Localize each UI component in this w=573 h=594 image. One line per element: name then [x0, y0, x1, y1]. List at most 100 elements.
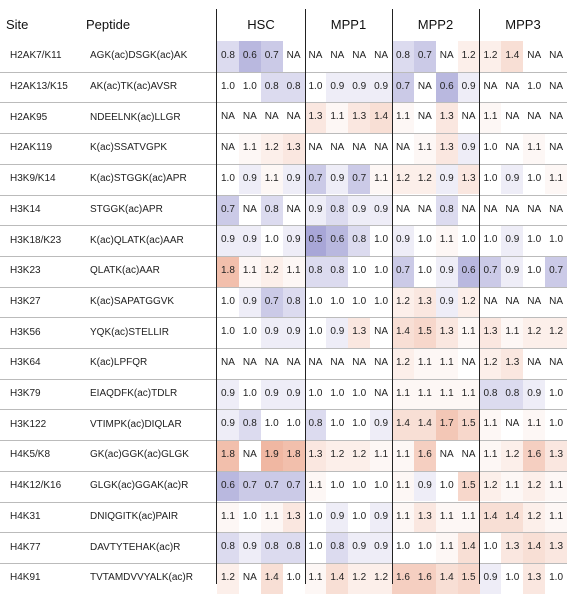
- heatmap-cell: 1.2: [348, 440, 371, 471]
- heatmap-cell: 1.0: [523, 163, 546, 195]
- heatmap-cell: 1.0: [457, 225, 480, 256]
- heatmap-cell: 1.1: [260, 501, 283, 533]
- heatmap-cell: NA: [501, 71, 524, 103]
- heatmap-cell: 1.3: [523, 562, 546, 594]
- heatmap-cell: NA: [348, 348, 371, 379]
- heatmap-cell: 1.0: [217, 317, 239, 348]
- heatmap-cell: 1.8: [217, 255, 239, 287]
- heatmap-cell: 1.0: [523, 71, 546, 103]
- row-divider: [0, 194, 567, 196]
- heatmap-cell: 1.1: [435, 532, 458, 563]
- heatmap-cell: 0.6: [238, 41, 261, 72]
- row-peptide: K(ac)SAPATGGVK: [90, 295, 175, 307]
- heatmap-cell: 0.8: [304, 255, 327, 287]
- heatmap-cell: 0.9: [282, 378, 305, 410]
- heatmap-cell: 1.1: [326, 102, 349, 134]
- heatmap-cell: NA: [501, 133, 524, 164]
- row-divider: [0, 532, 567, 534]
- heatmap-cell: NA: [304, 133, 327, 164]
- heatmap-cell: 1.1: [392, 440, 414, 471]
- heatmap-cell: 0.8: [260, 71, 283, 103]
- heatmap-cell: 0.9: [392, 225, 414, 256]
- heatmap-cell: 1.0: [413, 255, 436, 287]
- heatmap-cell: 1.1: [392, 501, 414, 533]
- heatmap-cell: NA: [217, 348, 239, 379]
- heatmap-cell: 1.1: [413, 348, 436, 379]
- heatmap-cell: 1.0: [479, 133, 502, 164]
- header-mpp2: MPP2: [417, 17, 454, 32]
- heatmap-cell: 1.0: [282, 562, 305, 594]
- heatmap-cell: 0.9: [501, 225, 524, 256]
- heatmap-cell: 1.4: [501, 41, 524, 72]
- heatmap-cell: 1.0: [217, 163, 239, 195]
- row-peptide: NDEELNK(ac)LLGR: [90, 111, 181, 123]
- heatmap-cell: 0.9: [217, 409, 239, 441]
- heatmap-cell: 1.3: [457, 163, 480, 195]
- heatmap-cell: 1.6: [413, 440, 436, 471]
- heatmap-cell: 0.9: [370, 194, 392, 226]
- row-divider: [0, 501, 567, 503]
- heatmap-cell: 0.8: [326, 532, 349, 563]
- heatmap-cell: 1.1: [435, 501, 458, 533]
- row-site: H4K5/K8: [10, 449, 51, 461]
- heatmap-cell: 0.8: [479, 378, 502, 410]
- heatmap-cell: 1.0: [304, 286, 327, 318]
- heatmap-cell: 0.9: [326, 163, 349, 195]
- heatmap-cell: 1.1: [545, 470, 567, 502]
- heatmap-cell: 0.7: [260, 41, 283, 72]
- heatmap-cell: 1.1: [435, 225, 458, 256]
- heatmap-cell: 1.0: [370, 286, 392, 318]
- heatmap-cell: 1.4: [523, 532, 546, 563]
- row-site: H4K77: [10, 541, 41, 553]
- heatmap-cell: 1.1: [457, 378, 480, 410]
- row-site: H3K14: [10, 203, 41, 215]
- heatmap-cell: NA: [217, 102, 239, 134]
- heatmap-cell: 0.9: [326, 71, 349, 103]
- row-divider: [0, 409, 567, 411]
- heatmap-cell: NA: [457, 194, 480, 226]
- heatmap-cell: 1.2: [457, 41, 480, 72]
- heatmap-cell: 1.4: [479, 501, 502, 533]
- heatmap-cell: 1.1: [370, 440, 392, 471]
- row-peptide: DAVTYTEHAK(ac)R: [90, 541, 181, 553]
- heatmap-cell: 1.0: [282, 409, 305, 441]
- heatmap-cell: 1.2: [523, 317, 546, 348]
- heatmap-cell: 1.3: [435, 317, 458, 348]
- heatmap-cell: 0.8: [238, 409, 261, 441]
- heatmap-cell: 1.3: [435, 133, 458, 164]
- heatmap-cell: 1.5: [413, 317, 436, 348]
- heatmap-cell: 1.0: [370, 225, 392, 256]
- heatmap-cell: 1.0: [348, 286, 371, 318]
- heatmap-cell: NA: [370, 348, 392, 379]
- heatmap-cell: 1.3: [501, 348, 524, 379]
- row-divider: [0, 133, 567, 135]
- row-site: H4K12/K16: [10, 480, 62, 492]
- heatmap-cell: 0.9: [238, 225, 261, 256]
- heatmap-cell: NA: [435, 41, 458, 72]
- row-peptide: K(ac)STGGK(ac)APR: [90, 173, 187, 185]
- row-site: H3K122: [10, 418, 47, 430]
- heatmap-cell: NA: [545, 102, 567, 134]
- heatmap-cell: 0.6: [457, 255, 480, 287]
- heatmap-cell: 0.8: [282, 532, 305, 563]
- heatmap-cell: 0.7: [217, 194, 239, 226]
- heatmap-cell: 1.0: [523, 225, 546, 256]
- heatmap-cell: NA: [238, 194, 261, 226]
- heatmap-cell: 0.7: [392, 255, 414, 287]
- heatmap-cell: NA: [370, 133, 392, 164]
- heatmap-cell: 1.1: [282, 255, 305, 287]
- row-peptide: QLATK(ac)AAR: [90, 265, 160, 277]
- row-divider: [0, 562, 567, 564]
- heatmap-cell: 1.0: [326, 470, 349, 502]
- heatmap-cell: 1.1: [501, 317, 524, 348]
- heatmap-cell: 1.3: [479, 317, 502, 348]
- heatmap-cell: 1.2: [479, 41, 502, 72]
- heatmap-cell: NA: [326, 348, 349, 379]
- heatmap-cell: 0.7: [348, 163, 371, 195]
- heatmap-cell: 0.9: [348, 71, 371, 103]
- heatmap-cell: 1.3: [304, 102, 327, 134]
- heatmap-cell: 1.0: [435, 470, 458, 502]
- row-divider: [0, 317, 567, 319]
- heatmap-cell: NA: [457, 348, 480, 379]
- row-site: H2AK13/K15: [10, 81, 68, 93]
